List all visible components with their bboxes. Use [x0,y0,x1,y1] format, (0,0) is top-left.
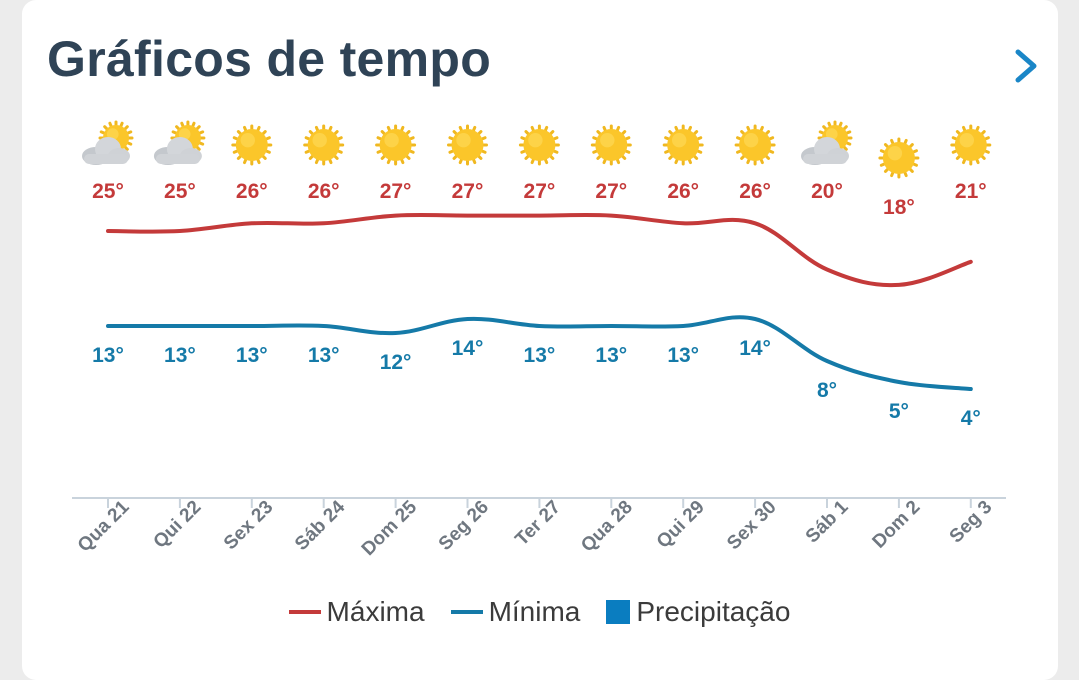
partly-cloudy-icon [82,120,134,165]
legend-max-swatch [288,610,321,614]
min-data-label: 13° [595,344,627,367]
x-tick-label: Sex 23 [220,497,277,554]
legend-min-swatch [450,610,483,614]
chart-legend: Máxima Mínima Precipitação [0,596,1079,628]
x-tick-label: Sáb 24 [291,496,349,554]
max-data-label: 26° [308,180,340,203]
sun-highlight [240,133,255,148]
sun-highlight [887,146,903,161]
cloud-shape [82,137,130,165]
max-data-label: 18° [883,196,915,219]
min-data-label: 13° [308,344,340,367]
max-data-label: 26° [667,180,699,203]
sunny-icon [518,124,560,166]
sunny-icon [447,124,488,166]
max-data-label: 27° [452,180,484,203]
legend-precip-swatch [606,600,631,624]
min-data-label: 12° [380,351,412,374]
max-data-label: 25° [92,180,124,203]
x-tick-label: Dom 2 [869,497,925,553]
cloud-shape [801,137,849,165]
sun-highlight [106,128,119,140]
x-tick-label: Qua 21 [74,496,134,556]
legend-max-label: Máxima [326,596,425,627]
max-data-label: 27° [380,180,412,203]
min-data-label: 14° [452,337,484,360]
sunny-icon [303,124,345,166]
sunny-icon [590,124,632,166]
sun-highlight [456,133,471,148]
max-data-label: 20° [811,180,843,203]
x-tick-label: Qua 28 [577,497,637,557]
x-tick-label: Qui 22 [150,497,206,553]
max-data-label: 26° [739,180,771,203]
x-tick-label: Sex 30 [723,497,780,554]
sunny-icon [375,124,417,166]
series-max-line [106,212,973,288]
min-data-label: 4° [961,407,981,430]
sun-highlight [528,133,543,148]
weather-charts-card [22,0,1058,680]
legend-precip[interactable]: Precipitação [606,596,790,628]
min-data-label: 13° [524,344,556,367]
min-data-label: 13° [164,344,196,367]
x-tick-label: Seg 26 [435,497,493,555]
sun-highlight [743,133,759,148]
max-data-label: 21° [955,180,987,203]
legend-min[interactable]: Mínima [450,596,581,628]
min-data-label: 13° [92,344,124,367]
sunny-icon [231,124,273,166]
partly-cloudy-icon [153,120,206,165]
sun-highlight [825,128,838,140]
min-data-label: 13° [236,344,268,367]
max-data-label: 27° [595,180,627,203]
max-data-label: 25° [164,180,196,203]
min-data-label: 13° [667,344,699,367]
min-data-label: 5° [889,400,909,423]
min-data-label: 14° [739,337,771,360]
sun-highlight [959,133,974,148]
legend-min-label: Mínima [488,596,581,627]
x-tick-label: Qui 29 [653,497,709,553]
sun-highlight [672,133,687,148]
page-title: Gráficos de tempo [47,31,492,87]
max-data-label: 26° [236,180,268,203]
sunny-icon [878,137,920,179]
chevron-right-icon[interactable] [1006,44,1046,88]
legend-max[interactable]: Máxima [288,596,425,628]
min-data-label: 8° [817,379,837,402]
sun-highlight [600,133,615,148]
sunny-icon [950,124,992,166]
sun-highlight [312,133,327,148]
x-tick-label: Ter 27 [511,497,564,550]
sun-rays [878,137,920,179]
legend-precip-label: Precipitação [636,596,791,627]
sunny-icon [662,124,704,166]
partly-cloudy-icon [801,120,853,165]
sun-highlight [178,128,191,140]
cloud-shape [153,137,202,165]
series-min-line [106,315,973,391]
sun-highlight [384,133,399,148]
sunny-icon [734,124,776,166]
x-tick-label: Dom 25 [358,496,422,560]
max-data-label: 27° [524,180,556,203]
temperature-chart: Qua 21 Qui 22 Sex 23 Sáb 24 Dom 25 Seg 26 Ter … [72,120,1006,560]
